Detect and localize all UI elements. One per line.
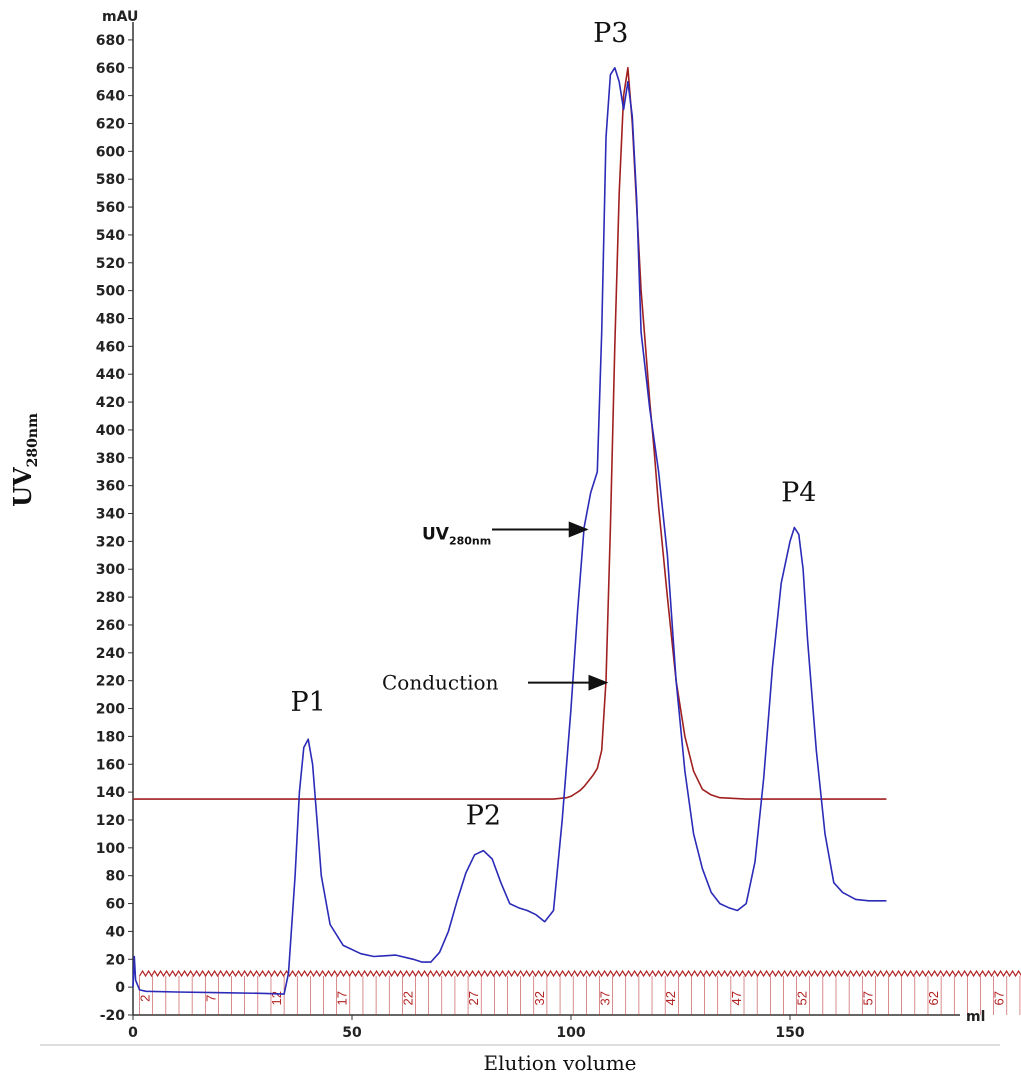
series-line-uv280nm xyxy=(132,67,887,995)
y-tick-label: 0 xyxy=(115,980,125,996)
axes-layer xyxy=(40,22,1000,1046)
peak-label-p4: P4 xyxy=(781,477,816,508)
x-tick-label: 50 xyxy=(342,1025,362,1041)
y-tick-label: 400 xyxy=(96,423,125,439)
fraction-label: 67 xyxy=(992,991,1007,1005)
peak-labels: P1 P2 P3 P4 xyxy=(291,18,817,832)
y-tick-label: 40 xyxy=(106,924,126,940)
y-unit-label: mAU xyxy=(102,9,138,25)
fraction-label: 42 xyxy=(663,991,678,1005)
y-axis-title-main: UV xyxy=(8,467,37,507)
fraction-label: 37 xyxy=(597,991,612,1005)
y-tick-label: 320 xyxy=(96,534,125,550)
x-unit-label: ml xyxy=(966,1009,985,1025)
fraction-markers: 27121722273237424752576267727782PauseWas… xyxy=(138,969,1021,1015)
y-tick-label: 60 xyxy=(106,897,126,913)
y-tick-label: 220 xyxy=(96,674,125,690)
y-tick-label: 540 xyxy=(96,228,125,244)
y-tick-label: 600 xyxy=(96,144,125,160)
uv-annotation-label: UV280nm xyxy=(422,524,491,547)
y-tick-label: 380 xyxy=(96,451,125,467)
fraction-label: 27 xyxy=(466,991,481,1005)
y-tick-label: -20 xyxy=(100,1008,126,1024)
peak-label-p1: P1 xyxy=(291,687,326,718)
y-tick-label: 680 xyxy=(96,33,125,49)
x-tick-label: 100 xyxy=(556,1025,585,1041)
y-tick-label: 460 xyxy=(96,339,125,355)
fraction-label: 32 xyxy=(532,991,547,1005)
x-ticks: 0 50 100 150 xyxy=(128,1015,805,1041)
y-tick-label: 300 xyxy=(96,562,125,578)
fraction-label: 47 xyxy=(729,991,744,1005)
y-tick-label: 640 xyxy=(96,89,125,105)
fraction-zigzag-line xyxy=(139,969,1021,978)
y-tick-label: 120 xyxy=(96,813,125,829)
y-ticks: -20 0 20 40 60 80 100 120 140 160 180 200 220 240 260 2… xyxy=(96,33,133,1024)
y-tick-label: 280 xyxy=(96,590,125,606)
y-tick-label: 360 xyxy=(96,479,125,495)
annotations: UV280nm Conduction xyxy=(382,521,609,695)
y-tick-label: 260 xyxy=(96,618,125,634)
series-line-conduction xyxy=(133,67,887,800)
y-tick-label: 20 xyxy=(106,952,126,968)
y-tick-label: 620 xyxy=(96,116,125,132)
y-tick-label: 160 xyxy=(96,757,125,773)
y-tick-label: 520 xyxy=(96,256,125,272)
y-tick-label: 240 xyxy=(96,646,125,662)
y-axis-title-sub: 280nm xyxy=(25,413,41,467)
y-tick-label: 440 xyxy=(96,367,125,383)
y-tick-label: 580 xyxy=(96,172,125,188)
x-tick-label: 150 xyxy=(775,1025,804,1041)
fraction-label: 57 xyxy=(860,991,875,1005)
y-tick-label: 340 xyxy=(96,507,125,523)
fraction-label: 17 xyxy=(335,991,350,1005)
fraction-label: 2 xyxy=(138,995,153,1002)
y-tick-label: 100 xyxy=(96,841,125,857)
y-tick-label: 420 xyxy=(96,395,125,411)
fraction-label: 52 xyxy=(795,991,810,1005)
series-layer xyxy=(132,67,887,995)
y-tick-label: 560 xyxy=(96,200,125,216)
y-tick-label: 180 xyxy=(96,729,125,745)
peak-label-p3: P3 xyxy=(593,18,628,49)
y-tick-label: 500 xyxy=(96,284,125,300)
fraction-label: 7 xyxy=(203,995,218,1002)
y-tick-label: 660 xyxy=(96,61,125,77)
y-tick-label: 480 xyxy=(96,312,125,328)
conduction-annotation-label: Conduction xyxy=(382,671,499,695)
y-tick-label: 80 xyxy=(106,869,126,885)
fraction-label: 62 xyxy=(926,991,941,1005)
y-tick-label: 140 xyxy=(96,785,125,801)
fraction-label: 22 xyxy=(400,991,415,1005)
x-axis-title: Elution volume xyxy=(483,1051,636,1075)
peak-label-p2: P2 xyxy=(466,801,501,832)
x-tick-label: 0 xyxy=(128,1025,138,1041)
y-tick-label: 200 xyxy=(96,702,125,718)
y-axis-title: UV280nm xyxy=(8,413,41,507)
